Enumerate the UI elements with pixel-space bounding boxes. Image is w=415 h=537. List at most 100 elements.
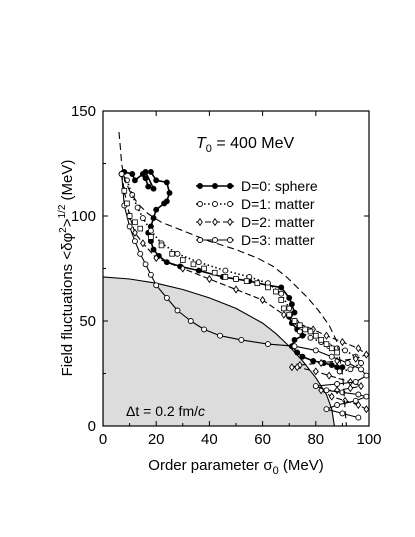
legend-marker-2 xyxy=(197,217,203,227)
series-5-point xyxy=(201,265,207,272)
x-tick-label: 0 xyxy=(99,431,107,448)
series-0-point xyxy=(166,189,173,196)
series-0-point xyxy=(278,284,285,291)
series-0-point xyxy=(291,309,298,316)
series-0-point xyxy=(147,168,154,175)
series-3-point xyxy=(344,360,351,366)
y-tick-label: 150 xyxy=(71,103,96,120)
legend-marker-1 xyxy=(212,201,218,207)
series-5-point xyxy=(312,332,319,339)
series-3-point xyxy=(142,261,149,268)
series-2-point xyxy=(323,331,330,340)
series-3-point xyxy=(137,250,144,257)
legend-marker-3 xyxy=(197,237,203,243)
series-0-point xyxy=(299,353,306,360)
series-3-point xyxy=(323,387,330,394)
timestep-annotation: Δt = 0.2 fm/c xyxy=(126,403,205,419)
series-0-point xyxy=(142,175,149,182)
series-3-point xyxy=(264,341,271,348)
series-1-point xyxy=(147,227,154,234)
y-tick-label: 50 xyxy=(79,313,96,330)
series-1-point xyxy=(195,259,202,266)
series-3-point xyxy=(334,381,341,387)
plot-area xyxy=(103,131,369,426)
series-0-point xyxy=(328,362,335,369)
series-5-point xyxy=(328,345,335,352)
series-5-point xyxy=(179,257,186,263)
series-0-point xyxy=(291,336,298,343)
legend-label-0: D=0: sphere xyxy=(241,178,318,194)
series-5-point xyxy=(278,297,285,303)
series-5-point xyxy=(286,311,292,318)
series-line-4 xyxy=(118,131,347,426)
series-0-point xyxy=(163,179,170,186)
series-3-point xyxy=(187,318,194,324)
series-3-point xyxy=(352,397,359,404)
series-0-point xyxy=(294,349,301,356)
series-2-point xyxy=(318,358,324,368)
series-2-point xyxy=(312,367,319,376)
legend-label-2: D=2: matter xyxy=(241,214,315,230)
series-3-point xyxy=(153,282,160,289)
y-tick-label: 0 xyxy=(88,418,96,435)
series-3-point xyxy=(126,223,133,230)
series-2-point xyxy=(339,337,346,347)
series-1-point xyxy=(174,250,181,257)
series-5-point xyxy=(254,280,261,286)
series-1-point xyxy=(358,360,364,366)
series-3-point xyxy=(339,410,346,417)
series-5-point xyxy=(211,269,218,276)
series-1-point xyxy=(278,290,285,297)
series-5-point xyxy=(121,187,128,194)
series-5-point xyxy=(302,326,308,333)
series-5-point xyxy=(233,276,239,282)
series-3-point xyxy=(217,332,223,339)
series-1-point xyxy=(307,334,314,341)
series-3-point xyxy=(323,406,330,413)
series-5-point xyxy=(169,250,175,257)
series-0-point xyxy=(129,171,136,177)
series-3-point xyxy=(163,294,170,301)
series-5-point xyxy=(190,261,197,268)
series-2-point xyxy=(334,386,340,395)
series-2-point xyxy=(179,264,186,273)
series-5-point xyxy=(307,328,314,335)
x-tick-label: 100 xyxy=(356,431,381,448)
series-3-point xyxy=(312,383,319,390)
series-5-point xyxy=(323,341,330,347)
series-3-point xyxy=(363,372,369,379)
series-line-2 xyxy=(121,173,367,410)
series-3-point xyxy=(334,402,341,408)
series-3-point xyxy=(118,171,125,177)
series-0-point xyxy=(145,183,152,190)
series-3-point xyxy=(312,347,319,354)
series-5-point xyxy=(297,322,303,328)
series-2-point xyxy=(259,295,266,305)
series-3-point xyxy=(201,326,208,333)
series-5-point xyxy=(222,274,229,280)
series-5-point xyxy=(148,234,154,240)
y-tick-label: 100 xyxy=(71,208,96,225)
series-2-point xyxy=(347,384,354,393)
series-0-point xyxy=(153,206,160,213)
series-3-point xyxy=(238,336,245,343)
series-2-point xyxy=(153,253,160,263)
x-tick-label: 60 xyxy=(254,431,271,448)
x-tick-label: 80 xyxy=(307,431,324,448)
series-0-point xyxy=(288,301,295,308)
legend-marker-0 xyxy=(212,183,218,189)
series-0-point xyxy=(153,177,160,184)
series-5-point xyxy=(318,337,324,343)
series-5-point xyxy=(273,288,279,295)
legend-marker-0 xyxy=(227,183,233,189)
series-1-point xyxy=(296,328,303,335)
series-2-point xyxy=(328,392,335,401)
series-3-point xyxy=(363,393,369,400)
series-2-point xyxy=(132,228,138,237)
series-2-point xyxy=(363,405,369,414)
legend-marker-0 xyxy=(197,183,203,189)
series-2-point xyxy=(352,354,359,363)
y-axis-label: Field fluctuations <δφ2>1/2 (MeV) xyxy=(57,160,76,377)
axis-ticks: 0 20 40 60 80 100 0 50 100 150 xyxy=(71,103,382,448)
